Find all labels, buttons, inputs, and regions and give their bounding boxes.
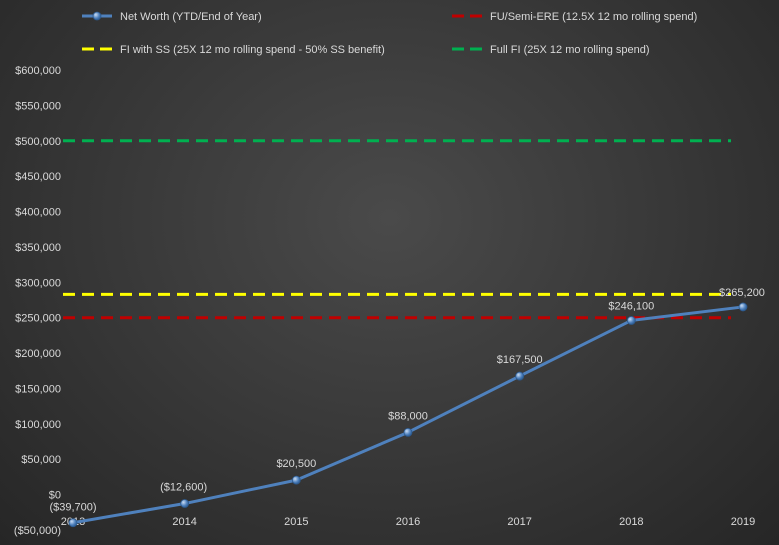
legend-swatch-marker (92, 11, 102, 21)
x-tick-label: 2015 (284, 516, 308, 528)
y-tick-label: $300,000 (15, 277, 61, 289)
legend-item: Net Worth (YTD/End of Year) (82, 11, 262, 23)
x-tick-label: 2017 (507, 516, 531, 528)
y-tick-label: $500,000 (15, 136, 61, 148)
legend-label: Full FI (25X 12 mo rolling spend) (490, 44, 650, 56)
data-label: $88,000 (388, 410, 428, 422)
x-tick-label: 2016 (396, 516, 420, 528)
net-worth-point (291, 475, 301, 485)
data-label: ($12,600) (160, 482, 207, 494)
y-tick-label: $400,000 (15, 207, 61, 219)
data-label: $167,500 (497, 354, 543, 366)
y-tick-label: $250,000 (15, 313, 61, 325)
x-tick-label: 2018 (619, 516, 643, 528)
data-labels: ($39,700) ($12,600) $20,500 $88,000 $167,500… (49, 287, 764, 514)
y-tick-label: $350,000 (15, 242, 61, 254)
y-tick-label: $100,000 (15, 419, 61, 431)
y-tick-label: $550,000 (15, 100, 61, 112)
net-worth-point (68, 518, 78, 528)
y-tick-label: $450,000 (15, 171, 61, 183)
data-label: $246,100 (608, 300, 654, 312)
legend: Net Worth (YTD/End of Year) FU/Semi-ERE (… (82, 11, 697, 56)
legend-label: FU/Semi-ERE (12.5X 12 mo rolling spend) (490, 11, 697, 23)
legend-label: Net Worth (YTD/End of Year) (120, 11, 262, 23)
net-worth-point (515, 371, 525, 381)
y-tick-label: $200,000 (15, 348, 61, 360)
legend-item: FU/Semi-ERE (12.5X 12 mo rolling spend) (452, 11, 697, 23)
legend-item: FI with SS (25X 12 mo rolling spend - 50… (82, 44, 385, 56)
y-axis-labels: ($50,000) $0 $50,000 $100,000 $150,000 $200,0… (14, 65, 61, 537)
legend-label: FI with SS (25X 12 mo rolling spend - 50… (120, 44, 385, 56)
net-worth-point (180, 499, 190, 508)
y-tick-label: $600,000 (15, 65, 61, 77)
data-label: ($39,700) (49, 502, 96, 514)
plot-area (63, 139, 748, 528)
net-worth-point (403, 427, 413, 437)
net-worth-point (738, 302, 748, 312)
legend-item: Full FI (25X 12 mo rolling spend) (452, 44, 650, 56)
net-worth-point (626, 316, 636, 325)
x-tick-label: 2014 (172, 516, 196, 528)
y-tick-label: $150,000 (15, 383, 61, 395)
data-label: $265,200 (719, 287, 765, 299)
y-tick-label: $50,000 (21, 454, 61, 466)
x-axis-labels: 2013201420152016201720182019 (61, 516, 755, 528)
data-label: $20,500 (276, 458, 316, 470)
y-tick-label: ($50,000) (14, 525, 61, 537)
x-tick-label: 2019 (731, 516, 755, 528)
y-tick-label: $0 (49, 490, 61, 502)
